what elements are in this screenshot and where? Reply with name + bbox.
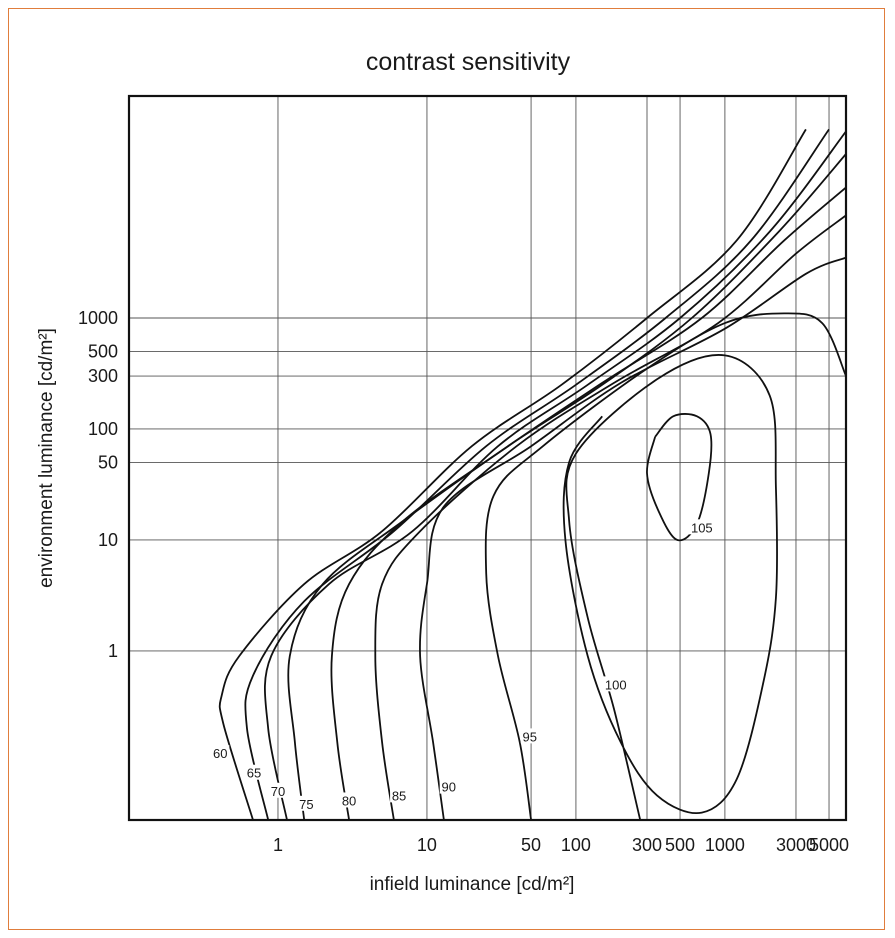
x-tick-label-50: 50 xyxy=(521,835,541,855)
y-tick-label-1000: 1000 xyxy=(78,308,118,328)
contour-line-95 xyxy=(484,312,846,820)
contour-label-100: 100 xyxy=(605,677,627,692)
contour-label-bg-95 xyxy=(520,728,539,744)
contour-label-bg-85 xyxy=(390,787,409,803)
y-tick-label-10: 10 xyxy=(98,530,118,550)
contour-label-105: 105 xyxy=(691,520,713,535)
contour-label-90: 90 xyxy=(441,780,455,795)
y-tick-label-1: 1 xyxy=(108,641,118,661)
contour-label-bg-75 xyxy=(297,795,316,811)
contour-label-bg-80 xyxy=(340,792,359,808)
contour-line-100 xyxy=(562,354,779,820)
contour-line-70 xyxy=(263,130,846,820)
contour-line-90 xyxy=(419,256,846,820)
y-axis-label: environment luminance [cd/m²] xyxy=(36,328,57,588)
y-tick-label-300: 300 xyxy=(88,366,118,386)
contour-line-85 xyxy=(374,214,846,820)
contour-label-bg-70 xyxy=(268,782,287,798)
plot-border xyxy=(127,94,848,822)
x-tick-label-10: 10 xyxy=(417,835,437,855)
y-tick-label-500: 500 xyxy=(88,341,118,361)
x-tick-label-500: 500 xyxy=(665,835,695,855)
contour-label-bg-100 xyxy=(602,676,629,692)
contour-label-70: 70 xyxy=(271,784,285,799)
contour-label-95: 95 xyxy=(523,729,537,744)
contour-label-bg-105 xyxy=(688,519,715,535)
y-tick-label-100: 100 xyxy=(88,419,118,439)
x-tick-label-300: 300 xyxy=(632,835,662,855)
x-tick-label-100: 100 xyxy=(561,835,591,855)
contour-line-65 xyxy=(244,128,830,820)
contour-label-75: 75 xyxy=(299,797,313,812)
contour-label-85: 85 xyxy=(392,788,406,803)
contour-label-60: 60 xyxy=(213,746,227,761)
contour-line-80 xyxy=(330,186,846,820)
grid xyxy=(129,96,846,820)
contour-label-bg-60 xyxy=(211,745,230,761)
contour-labels: 60 65 70 75 80 85 90 95 100 105 xyxy=(211,519,715,812)
x-tick-label-5000: 5000 xyxy=(809,835,849,855)
contour-line-60 xyxy=(218,128,807,820)
y-axis-ticks: 1 10 50 100 300 500 1000 xyxy=(78,308,118,661)
contour-line-105 xyxy=(646,413,713,542)
contour-label-bg-90 xyxy=(439,778,458,794)
x-tick-label-3000: 3000 xyxy=(776,835,816,855)
x-tick-label-1: 1 xyxy=(273,835,283,855)
contour-label-65: 65 xyxy=(247,766,261,781)
x-axis-label: infield luminance [cd/m²] xyxy=(370,874,575,895)
contour-label-bg-65 xyxy=(244,764,263,780)
chart-title: contrast sensitivity xyxy=(366,48,571,76)
contour-curves xyxy=(218,128,846,820)
y-tick-label-50: 50 xyxy=(98,452,118,472)
x-tick-label-1000: 1000 xyxy=(705,835,745,855)
contour-label-80: 80 xyxy=(342,793,356,808)
